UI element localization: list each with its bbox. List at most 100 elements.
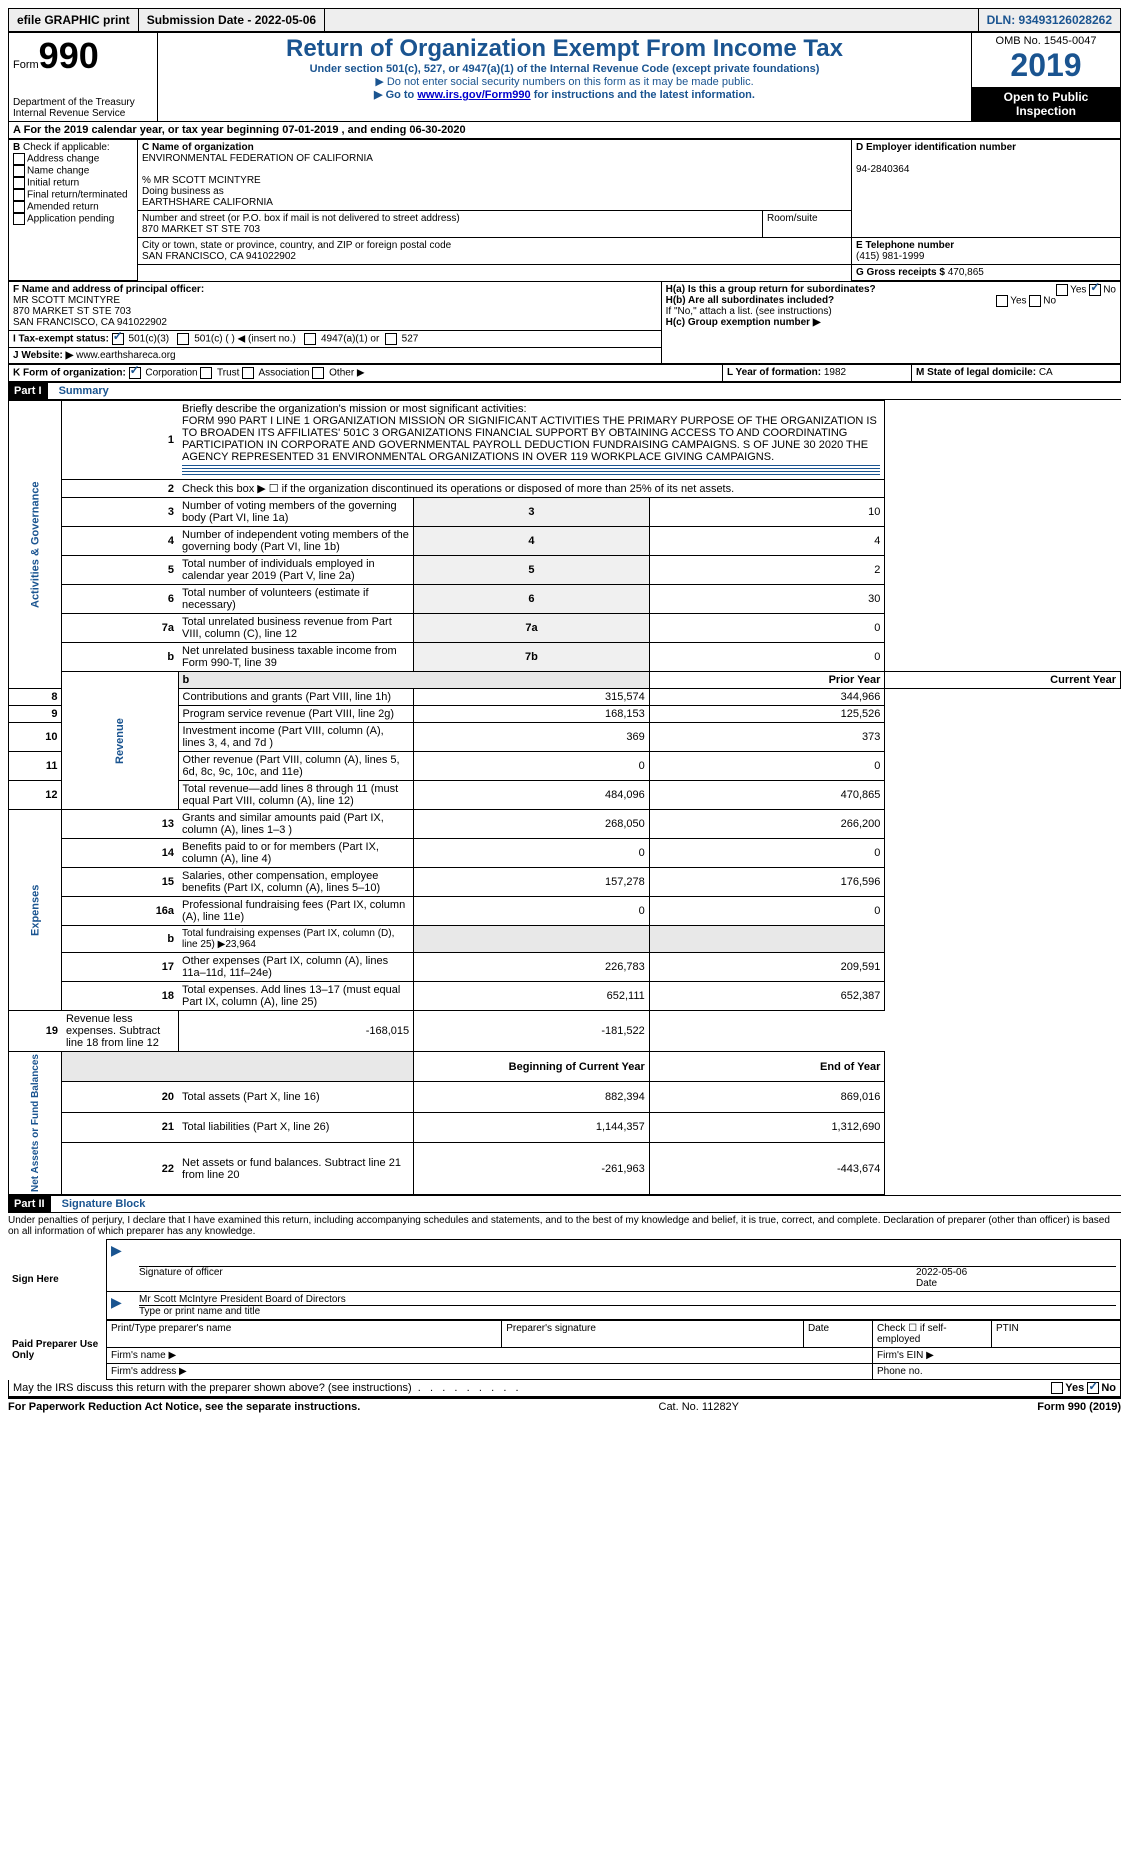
irs-link[interactable]: www.irs.gov/Form990 (417, 89, 530, 101)
city-value: SAN FRANCISCO, CA 941022902 (142, 251, 296, 262)
form-prefix: Form (13, 59, 39, 71)
cb-amended[interactable] (13, 201, 25, 213)
dept-treasury: Department of the Treasury (13, 97, 153, 108)
line-num: 21 (62, 1112, 178, 1142)
current-value: 344,966 (649, 689, 885, 706)
line-num: 19 (9, 1011, 62, 1052)
dba-name: EARTHSHARE CALIFORNIA (142, 197, 273, 208)
line-num: 6 (62, 585, 178, 614)
line-desc: Revenue less expenses. Subtract line 18 … (62, 1011, 178, 1052)
form-header: Form990 Department of the Treasury Inter… (8, 32, 1121, 122)
domicile-state: CA (1039, 367, 1053, 378)
pp-name-label: Print/Type preparer's name (107, 1321, 502, 1348)
cb-discuss-no[interactable] (1087, 1382, 1099, 1394)
footer-right: Form 990 (2019) (1037, 1401, 1121, 1413)
line-num: b (62, 926, 178, 953)
line-num: 9 (9, 706, 62, 723)
website-value: www.earthshareca.org (76, 350, 176, 361)
city-label: City or town, state or province, country… (142, 240, 451, 251)
sig-date-label: Date (916, 1278, 937, 1289)
cb-pending[interactable] (13, 213, 25, 225)
line-code: 6 (414, 585, 650, 614)
line-num: 5 (62, 556, 178, 585)
opt-corp: Corporation (145, 368, 197, 379)
c-label: C Name of organization (142, 142, 254, 153)
sign-here: Sign Here (8, 1240, 107, 1320)
q2-text: Check this box ▶ ☐ if the organization d… (178, 480, 885, 498)
page-footer: For Paperwork Reduction Act Notice, see … (8, 1397, 1121, 1413)
cb-initial[interactable] (13, 177, 25, 189)
cb-501c3[interactable] (112, 333, 124, 345)
tax-year: 2019 (976, 47, 1116, 84)
cb-527[interactable] (385, 333, 397, 345)
cb-corp[interactable] (129, 367, 141, 379)
prior-value: 0 (414, 752, 650, 781)
hdr-boy: Beginning of Current Year (414, 1052, 650, 1082)
line-value: 4 (649, 527, 885, 556)
street-value: 870 MARKET ST STE 703 (142, 224, 260, 235)
part1-title: Summary (51, 385, 109, 397)
e-label: E Telephone number (856, 240, 954, 251)
cb-trust[interactable] (200, 367, 212, 379)
line-desc: Number of independent voting members of … (178, 527, 414, 556)
cb-other[interactable] (312, 367, 324, 379)
line-value: 0 (649, 643, 885, 672)
opt-pending: Application pending (27, 214, 114, 225)
line-desc: Total assets (Part X, line 16) (178, 1082, 414, 1112)
opt-final: Final return/terminated (27, 190, 128, 201)
cb-ha-yes[interactable] (1056, 284, 1068, 296)
period-label: A (13, 124, 24, 136)
cb-hb-yes[interactable] (996, 295, 1008, 307)
pp-phone-label: Phone no. (873, 1364, 1121, 1380)
current-value: 0 (649, 897, 885, 926)
care-of: % MR SCOTT MCINTYRE (142, 175, 261, 186)
top-bar: efile GRAPHIC print Submission Date - 20… (8, 8, 1121, 32)
line-desc: Grants and similar amounts paid (Part IX… (178, 810, 414, 839)
q1-text: FORM 990 PART I LINE 1 ORGANIZATION MISS… (182, 415, 877, 463)
hb-note: If "No," attach a list. (see instruction… (666, 306, 1116, 317)
part2-title: Signature Block (54, 1198, 146, 1210)
prior-value: 0 (414, 839, 650, 868)
ha-yes: Yes (1070, 285, 1086, 296)
pp-date-label: Date (804, 1321, 873, 1348)
cb-assoc[interactable] (242, 367, 254, 379)
cb-address-change[interactable] (13, 153, 25, 165)
form-title: Return of Organization Exempt From Incom… (162, 35, 967, 63)
line-desc: Other revenue (Part VIII, column (A), li… (178, 752, 414, 781)
line-num: 8 (9, 689, 62, 706)
line-desc: Net unrelated business taxable income fr… (178, 643, 414, 672)
current-value (649, 926, 885, 953)
line-num: 18 (62, 982, 178, 1011)
hdr-prior: Prior Year (649, 672, 885, 689)
cb-name-change[interactable] (13, 165, 25, 177)
cb-4947[interactable] (304, 333, 316, 345)
discuss-yes: Yes (1065, 1382, 1084, 1394)
line-desc: Total fundraising expenses (Part IX, col… (178, 926, 414, 953)
line-value: 2 (649, 556, 885, 585)
cb-ha-no[interactable] (1089, 284, 1101, 296)
cb-hb-no[interactable] (1029, 295, 1041, 307)
goto-pre: ▶ Go to (374, 89, 417, 101)
side-expenses: Expenses (9, 810, 62, 1011)
line-num: 13 (62, 810, 178, 839)
line-value: 0 (649, 614, 885, 643)
dln-number: DLN: 93493126028262 (978, 9, 1120, 31)
cb-discuss-yes[interactable] (1051, 1382, 1063, 1394)
j-label: J Website: ▶ (13, 350, 73, 361)
line-num: 4 (62, 527, 178, 556)
arrow-icon-2: ▶ (111, 1294, 122, 1310)
opt-other: Other ▶ (329, 368, 364, 379)
current-value: 652,387 (649, 982, 885, 1011)
part1-header: Part I (8, 383, 48, 399)
current-value: 266,200 (649, 810, 885, 839)
line-num: 15 (62, 868, 178, 897)
line-num: 3 (62, 498, 178, 527)
current-value: 373 (649, 723, 885, 752)
cb-final[interactable] (13, 189, 25, 201)
form-note-ssn: ▶ Do not enter social security numbers o… (162, 75, 967, 88)
i-label: I Tax-exempt status: (13, 334, 109, 345)
line-desc: Total liabilities (Part X, line 26) (178, 1112, 414, 1142)
boy-value: 1,144,357 (414, 1112, 650, 1142)
cb-501c[interactable] (177, 333, 189, 345)
line-value: 30 (649, 585, 885, 614)
